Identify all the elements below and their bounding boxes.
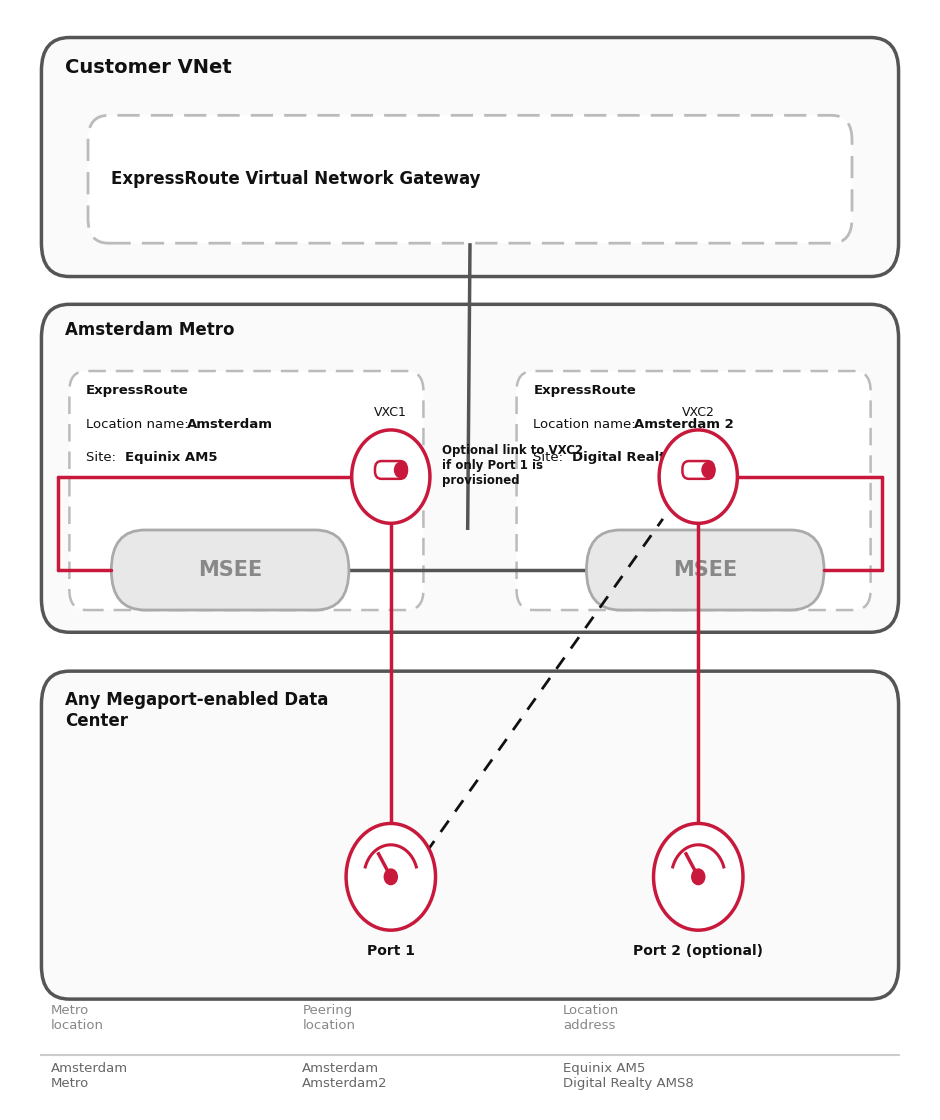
Text: Location name:: Location name: — [86, 418, 193, 431]
FancyBboxPatch shape — [682, 461, 714, 479]
Circle shape — [384, 869, 398, 885]
Text: Amsterdam
Metro: Amsterdam Metro — [51, 1063, 128, 1091]
Circle shape — [395, 463, 408, 478]
Text: ExpressRoute: ExpressRoute — [86, 384, 189, 398]
Text: Site:: Site: — [86, 451, 120, 464]
Circle shape — [702, 463, 715, 478]
Text: Amsterdam
Amsterdam2: Amsterdam Amsterdam2 — [303, 1063, 388, 1091]
Text: MSEE: MSEE — [673, 560, 737, 580]
Text: VXC2: VXC2 — [682, 405, 714, 419]
Text: Customer VNet: Customer VNet — [65, 57, 231, 76]
Circle shape — [346, 823, 435, 931]
Text: ExpressRoute: ExpressRoute — [533, 384, 636, 398]
Text: Optional link to VXC2
if only Port 1 is
provisioned: Optional link to VXC2 if only Port 1 is … — [442, 444, 583, 487]
Circle shape — [659, 430, 737, 523]
Text: Equinix AM5: Equinix AM5 — [125, 451, 218, 464]
Text: Peering
location: Peering location — [303, 1005, 355, 1033]
Text: Location name:: Location name: — [533, 418, 640, 431]
Text: Site:: Site: — [533, 451, 568, 464]
FancyBboxPatch shape — [41, 37, 899, 277]
Circle shape — [352, 430, 430, 523]
FancyBboxPatch shape — [587, 530, 824, 610]
Text: Any Megaport-enabled Data
Center: Any Megaport-enabled Data Center — [65, 691, 328, 730]
FancyBboxPatch shape — [70, 371, 423, 610]
Text: Location
address: Location address — [563, 1005, 619, 1033]
Text: Amsterdam: Amsterdam — [187, 418, 273, 431]
Text: MSEE: MSEE — [198, 560, 262, 580]
Circle shape — [653, 823, 743, 931]
Text: Amsterdam 2: Amsterdam 2 — [634, 418, 734, 431]
FancyBboxPatch shape — [41, 671, 899, 999]
FancyBboxPatch shape — [88, 115, 852, 243]
Text: Port 1: Port 1 — [367, 943, 415, 958]
Text: Port 2 (optional): Port 2 (optional) — [634, 943, 763, 958]
Text: ExpressRoute Virtual Network Gateway: ExpressRoute Virtual Network Gateway — [111, 170, 480, 188]
Text: Digital Realty AMS8: Digital Realty AMS8 — [572, 451, 722, 464]
Text: Metro
location: Metro location — [51, 1005, 103, 1033]
FancyBboxPatch shape — [111, 530, 349, 610]
Text: VXC1: VXC1 — [374, 405, 407, 419]
FancyBboxPatch shape — [375, 461, 407, 479]
Text: Equinix AM5
Digital Realty AMS8: Equinix AM5 Digital Realty AMS8 — [563, 1063, 694, 1091]
FancyBboxPatch shape — [41, 305, 899, 633]
Circle shape — [692, 869, 705, 885]
FancyBboxPatch shape — [517, 371, 870, 610]
Text: Amsterdam Metro: Amsterdam Metro — [65, 321, 234, 339]
